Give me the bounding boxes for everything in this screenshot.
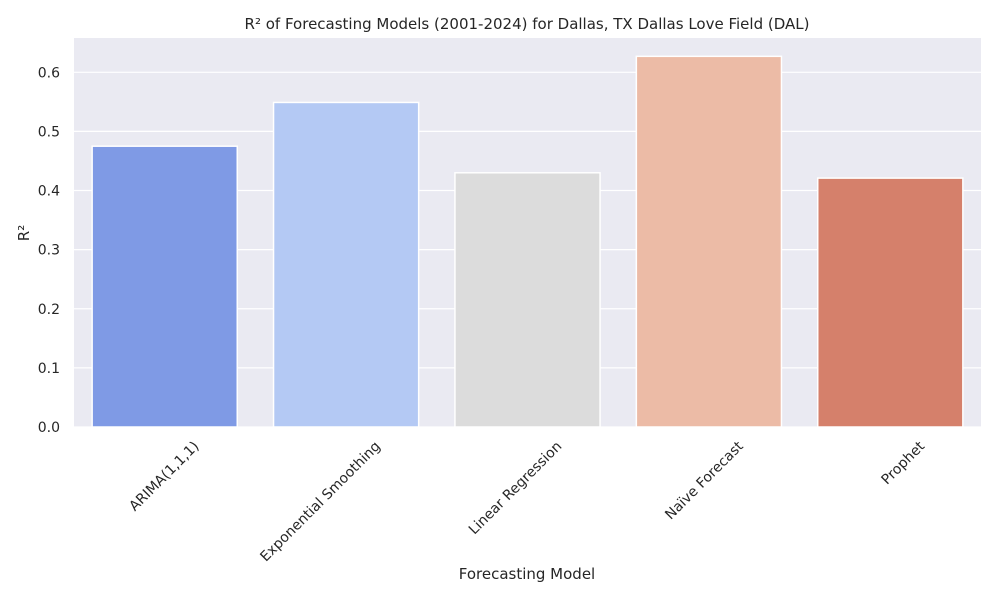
bar <box>272 101 420 428</box>
bar <box>816 177 964 428</box>
y-tick-label: 0.1 <box>38 361 60 377</box>
y-tick-labels: 0.0 0.1 0.2 0.3 0.4 0.5 0.6 <box>38 65 60 436</box>
x-tick-labels: ARIMA(1,1,1) Exponential Smoothing Linear … <box>126 438 928 565</box>
bar <box>91 145 239 428</box>
x-tick-label: ARIMA(1,1,1) <box>126 439 202 515</box>
chart-title: R² of Forecasting Models (2001-2024) for… <box>245 15 810 33</box>
y-tick-label: 0.2 <box>38 302 60 318</box>
y-tick-label: 0.4 <box>38 184 60 200</box>
bar <box>454 172 601 428</box>
y-tick-label: 0.0 <box>38 420 60 436</box>
bars <box>91 55 964 428</box>
x-axis-title: Forecasting Model <box>459 565 595 583</box>
x-tick-label: Exponential Smoothing <box>257 439 384 566</box>
y-tick-label: 0.3 <box>38 243 60 259</box>
x-tick-label: Prophet <box>879 438 929 488</box>
bar <box>635 55 783 428</box>
y-tick-label: 0.6 <box>38 65 60 81</box>
y-axis-title: R² <box>15 225 33 241</box>
x-tick-label: Linear Regression <box>466 439 565 538</box>
y-tick-label: 0.5 <box>38 124 60 140</box>
x-tick-label: Naïve Forecast <box>662 438 747 523</box>
